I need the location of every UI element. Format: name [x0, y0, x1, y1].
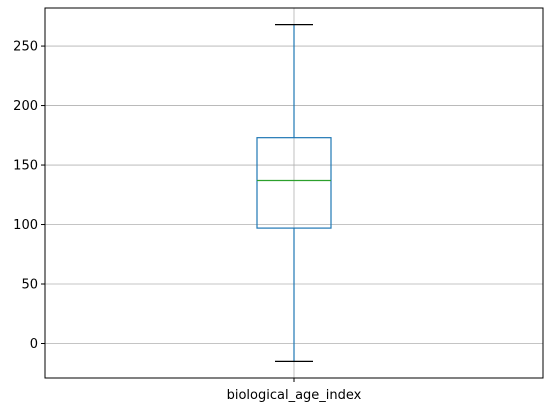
- x-axis: biological_age_index: [227, 378, 362, 403]
- box-plot-elements: [256, 24, 332, 362]
- y-tick-label: 250: [13, 40, 38, 55]
- y-tick-label: 0: [30, 337, 38, 352]
- y-tick-label: 50: [21, 278, 38, 293]
- y-axis: 0 50 100 150 200 250: [13, 40, 45, 352]
- y-tick-label: 100: [13, 218, 38, 233]
- y-tick-label: 150: [13, 159, 38, 174]
- iqr-box: [256, 137, 332, 229]
- y-tick-label: 200: [13, 99, 38, 114]
- x-tick-label: biological_age_index: [227, 388, 362, 403]
- box-group: [256, 24, 332, 362]
